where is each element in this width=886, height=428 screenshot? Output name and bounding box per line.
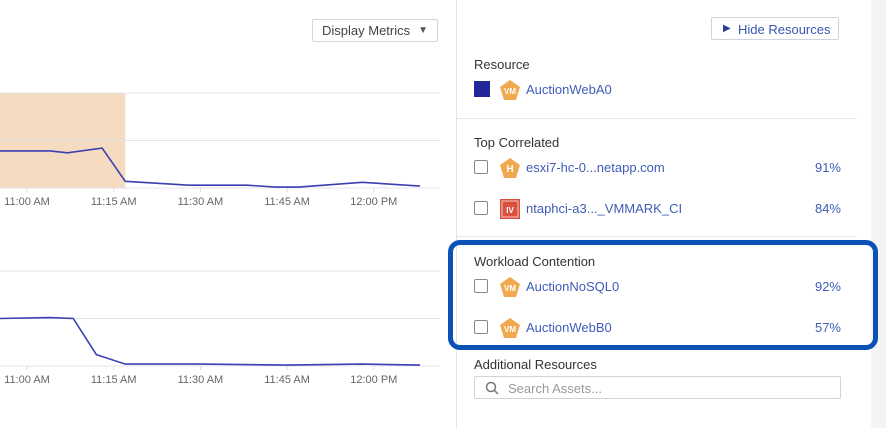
display-metrics-label: Display Metrics [322, 23, 411, 38]
metric-chart-1: 11:00 AM 11:15 AM 11:30 AM 11:45 AM 12:00 PM [0, 92, 440, 208]
svg-text:VM: VM [504, 284, 516, 293]
search-placeholder: Search Assets... [508, 381, 602, 396]
play-triangle-icon: ▶ [723, 23, 731, 34]
contention-link[interactable]: AuctionWebB0 [526, 320, 612, 335]
vm-icon: VM [500, 80, 520, 100]
additional-resources-heading: Additional Resources [474, 357, 597, 372]
contention-row: VM AuctionNoSQL0 92% [474, 276, 841, 297]
contention-percent: 57% [814, 320, 841, 335]
series-color-swatch [474, 81, 490, 97]
caret-down-icon: ▼ [418, 25, 428, 36]
svg-text:VM: VM [504, 325, 516, 334]
x-tick-label: 12:00 PM [350, 196, 397, 208]
x-tick-label: 12:00 PM [350, 374, 397, 386]
contention-row: VM AuctionWebB0 57% [474, 317, 841, 338]
correlated-row: H esxi7-hc-0...netapp.com 91% [474, 157, 841, 178]
resources-panel: ▶ Hide Resources Resource VM AuctionWebA… [456, 0, 871, 428]
correlated-link[interactable]: ntaphci-a3..._VMMARK_CI [526, 201, 683, 216]
divider [457, 118, 857, 119]
checkbox[interactable] [474, 320, 488, 334]
series-line [0, 316, 421, 366]
workload-contention-heading: Workload Contention [474, 254, 596, 269]
search-icon [485, 381, 499, 395]
resource-row: VM AuctionWebA0 [474, 79, 841, 100]
checkbox[interactable] [474, 279, 488, 293]
search-assets-input[interactable]: Search Assets... [474, 376, 841, 399]
x-tick-label: 11:15 AM [91, 374, 137, 386]
host-icon: H [500, 158, 520, 178]
svg-text:VM: VM [504, 87, 516, 96]
x-tick-label: 11:45 AM [264, 196, 310, 208]
hide-resources-label: Hide Resources [738, 22, 831, 37]
x-tick-label: 11:45 AM [264, 374, 310, 386]
metrics-panel: Display Metrics ▼ 11:00 AM 11:15 AM 11:30 … [0, 0, 456, 428]
workload-contention-highlight [448, 240, 878, 350]
x-tick-label: 11:30 AM [178, 196, 224, 208]
checkbox[interactable] [474, 201, 488, 215]
x-tick-label: 11:00 AM [4, 196, 50, 208]
x-tick-label: 11:00 AM [4, 374, 50, 386]
correlated-row: IV ntaphci-a3..._VMMARK_CI 84% [474, 198, 841, 219]
vm-icon: VM [500, 318, 520, 338]
x-tick-label: 11:15 AM [91, 196, 137, 208]
contention-link[interactable]: AuctionNoSQL0 [526, 279, 620, 294]
correlation-percent: 91% [814, 160, 841, 175]
x-tick-label: 11:30 AM [178, 374, 224, 386]
vm-icon: VM [500, 277, 520, 297]
resource-heading: Resource [474, 57, 530, 72]
correlated-link[interactable]: esxi7-hc-0...netapp.com [526, 160, 665, 175]
top-correlated-heading: Top Correlated [474, 135, 560, 150]
contention-percent: 92% [814, 279, 841, 294]
svg-text:H: H [506, 164, 513, 175]
internal-volume-icon: IV [500, 199, 520, 219]
series-line [0, 147, 421, 188]
display-metrics-dropdown[interactable]: Display Metrics ▼ [312, 19, 438, 42]
hide-resources-button[interactable]: ▶ Hide Resources [711, 17, 839, 40]
correlation-percent: 84% [814, 201, 841, 216]
resource-link[interactable]: AuctionWebA0 [526, 82, 612, 97]
metric-chart-2: 11:00 AM 11:15 AM 11:30 AM 11:45 AM 12:00 PM [0, 270, 440, 386]
svg-text:IV: IV [506, 206, 514, 215]
checkbox[interactable] [474, 160, 488, 174]
divider [457, 236, 857, 237]
